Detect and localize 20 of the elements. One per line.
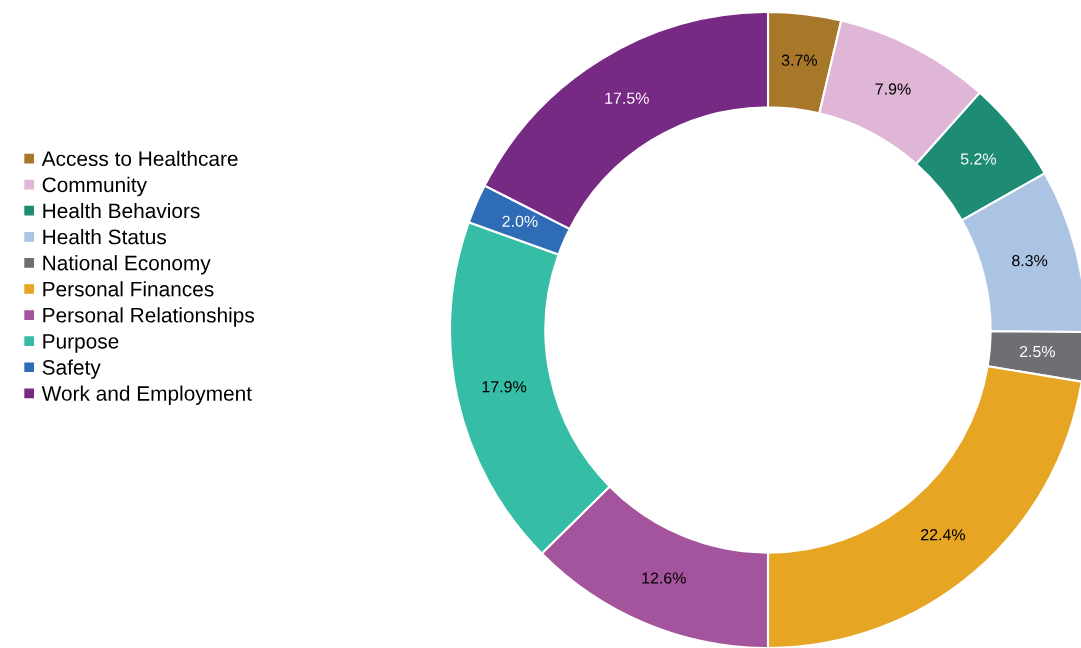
data-label: 8.3% [1012, 254, 1048, 267]
data-label: 2.5% [1019, 345, 1055, 358]
legend-label: Health Status [43, 229, 166, 245]
data-label: 7.9% [875, 83, 911, 95]
legend-label: Work and Employment [41, 385, 252, 405]
legend-label: Community [42, 176, 147, 197]
data-label: 3.7% [781, 54, 817, 66]
data-label: 12.6% [642, 572, 686, 584]
legend-label: Personal Relationships [43, 307, 254, 327]
legend-label: Purpose [43, 334, 119, 353]
data-label: 17.5% [605, 92, 649, 104]
legend-label: National Economy [43, 255, 211, 275]
legend-label: Personal Finances [43, 281, 214, 297]
data-label: 2.0% [502, 215, 538, 227]
data-label: 17.9% [482, 381, 527, 393]
legend-label: Health Behaviors [43, 202, 200, 219]
legend-label: Access to Healthcare [41, 150, 238, 167]
data-label: 22.4% [921, 529, 965, 541]
data-label: 5.2% [960, 153, 997, 165]
legend-label: Safety [42, 359, 101, 379]
